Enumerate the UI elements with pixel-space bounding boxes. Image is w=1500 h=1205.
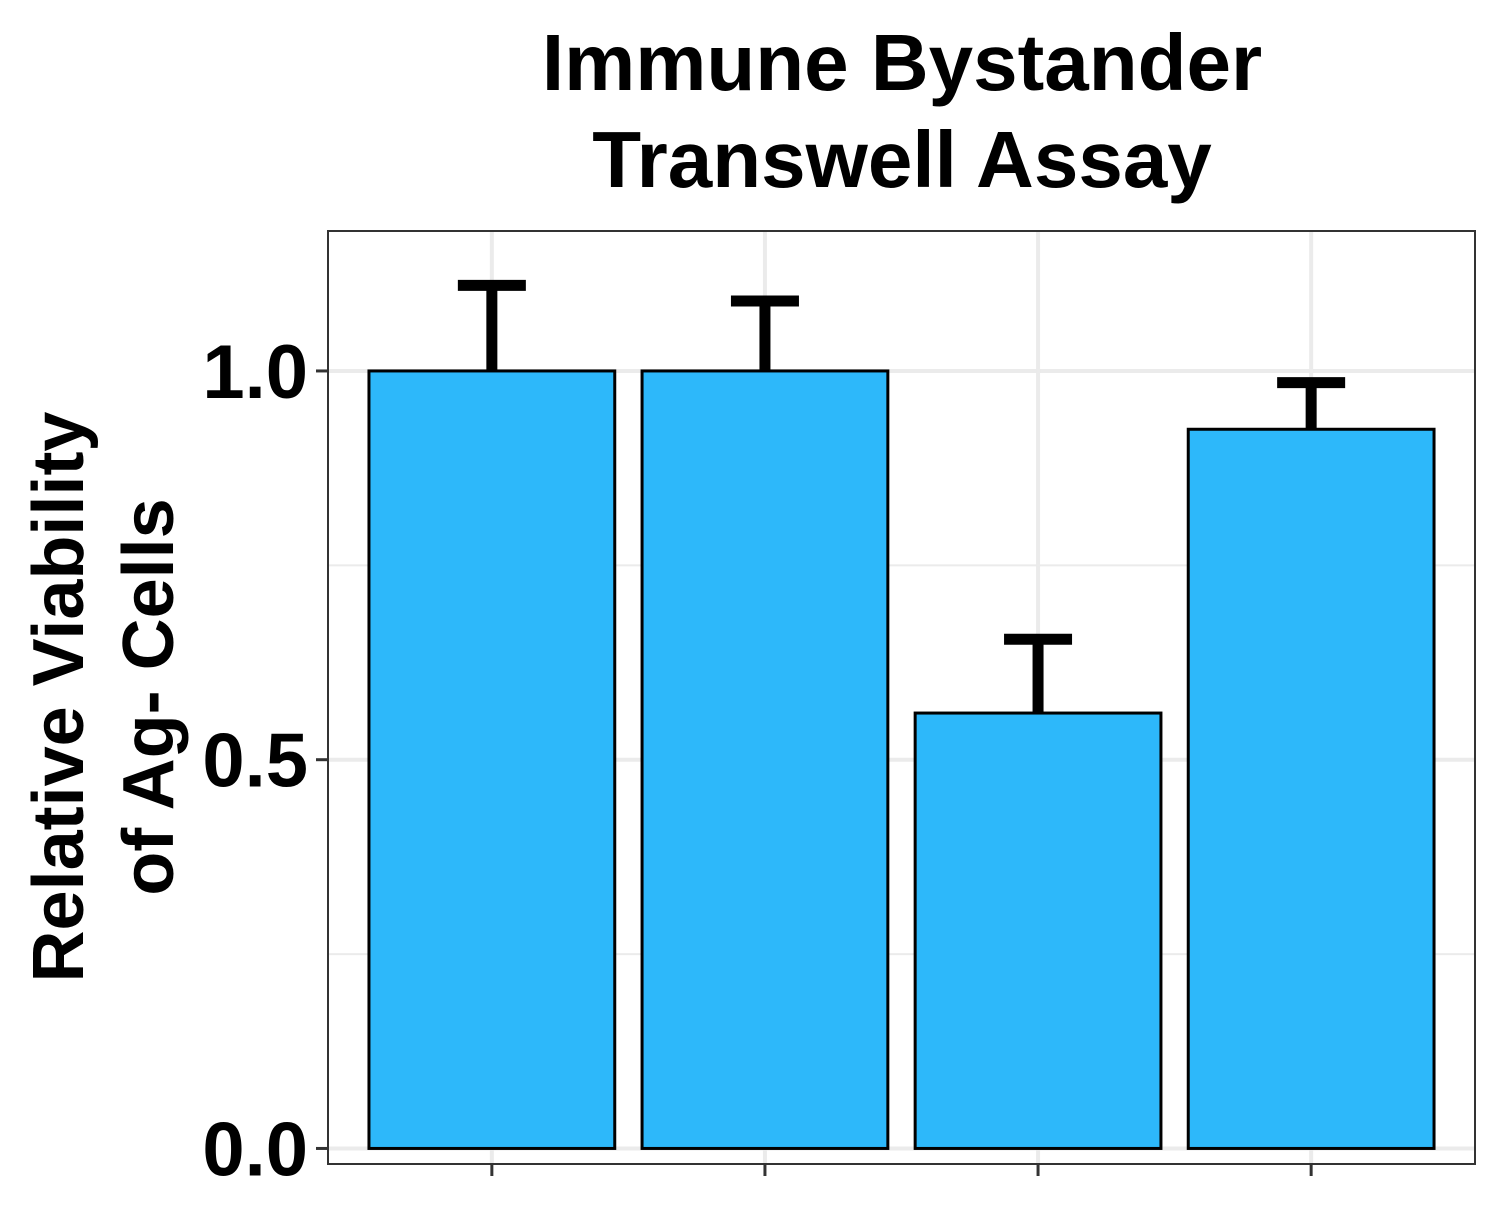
- bar-0: [367, 369, 617, 1150]
- bar-1: [640, 369, 890, 1150]
- bars: [367, 369, 1436, 1150]
- bar-3: [1186, 427, 1436, 1150]
- y-axis-title-line-1: Relative Viability: [19, 412, 99, 983]
- y-axis-title-line-2: of Ag- Cells: [109, 498, 189, 895]
- panel-border: [327, 230, 1476, 1165]
- y-axis-title: Relative Viability of Ag- Cells: [19, 412, 189, 983]
- x-axis: [490, 1164, 1313, 1176]
- chart-title-line-1: Immune Bystander: [542, 18, 1262, 107]
- y-tick-label-2: 1.0: [202, 330, 308, 415]
- bar-2: [913, 711, 1163, 1150]
- y-axis: 0.0 0.5 1.0: [202, 330, 328, 1192]
- chart-title-line-2: Transwell Assay: [592, 115, 1212, 204]
- y-tick-label-1: 0.5: [202, 719, 308, 804]
- error-bars: [457, 279, 1346, 714]
- y-tick-label-0: 0.0: [202, 1107, 308, 1192]
- chart-title: Immune Bystander Transwell Assay: [542, 18, 1262, 204]
